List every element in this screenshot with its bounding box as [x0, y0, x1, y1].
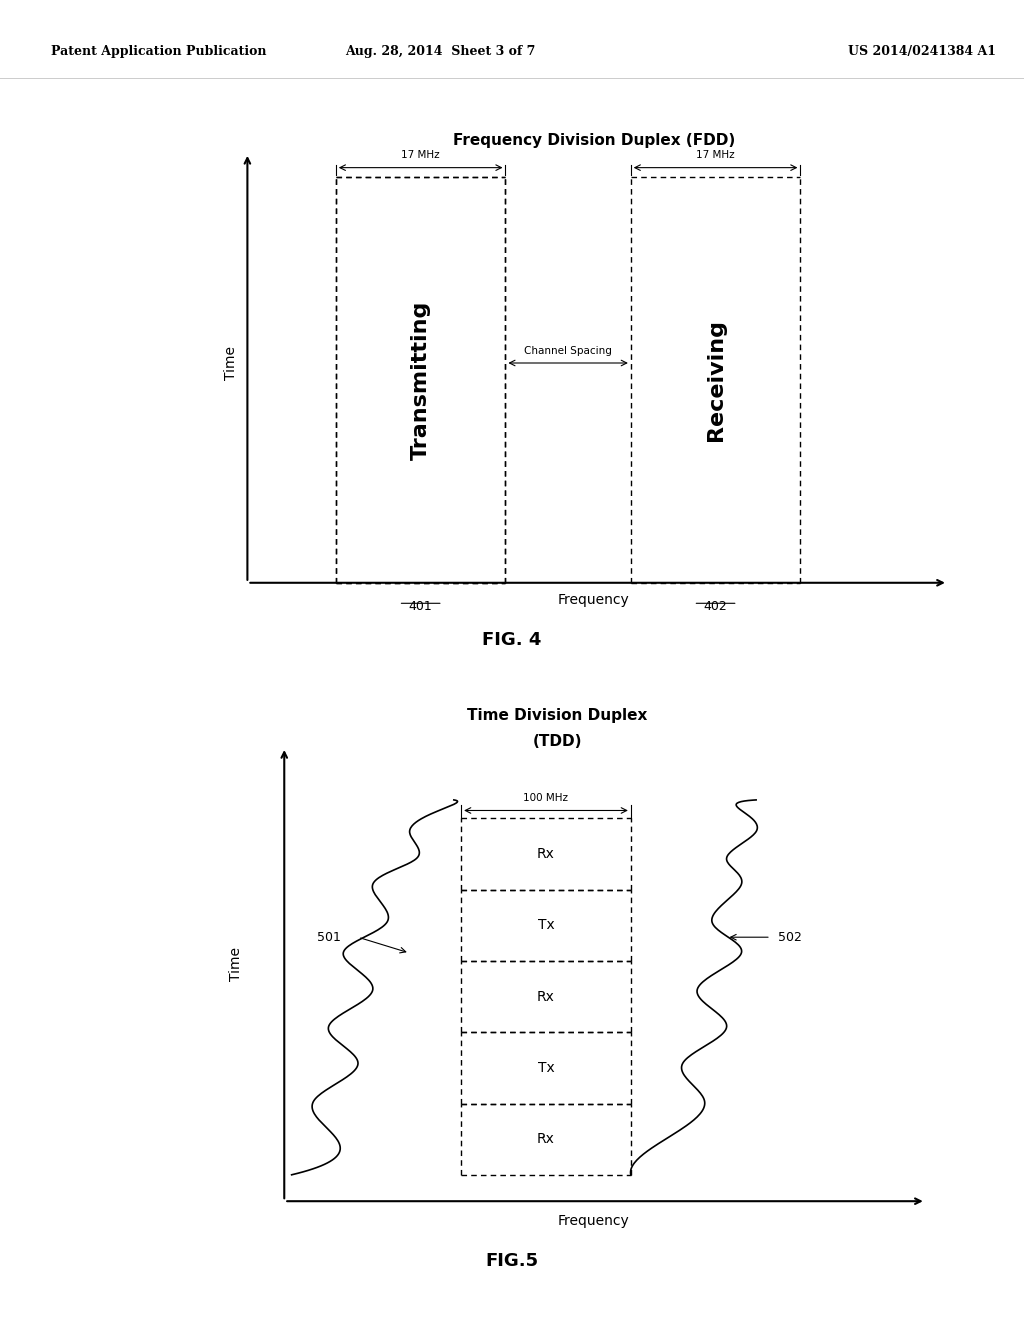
- Text: Receiving: Receiving: [706, 319, 726, 441]
- Text: Frequency: Frequency: [558, 593, 630, 607]
- Text: Time Division Duplex: Time Division Duplex: [467, 708, 647, 722]
- Text: Aug. 28, 2014  Sheet 3 of 7: Aug. 28, 2014 Sheet 3 of 7: [345, 45, 536, 58]
- Text: Tx: Tx: [538, 1061, 554, 1074]
- Text: US 2014/0241384 A1: US 2014/0241384 A1: [848, 45, 995, 58]
- Text: Rx: Rx: [537, 1133, 555, 1146]
- Text: Channel Spacing: Channel Spacing: [524, 346, 612, 355]
- Text: Transmitting: Transmitting: [411, 301, 431, 459]
- Text: Patent Application Publication: Patent Application Publication: [51, 45, 266, 58]
- Text: 502: 502: [778, 931, 802, 944]
- Text: Rx: Rx: [537, 847, 555, 861]
- Text: FIG.5: FIG.5: [485, 1251, 539, 1270]
- Text: 17 MHz: 17 MHz: [696, 150, 735, 160]
- Text: FIG. 4: FIG. 4: [482, 631, 542, 649]
- Text: Tx: Tx: [538, 919, 554, 932]
- Text: Frequency: Frequency: [558, 1213, 630, 1228]
- Text: Frequency Division Duplex (FDD): Frequency Division Duplex (FDD): [453, 133, 735, 148]
- Text: Time: Time: [224, 346, 239, 380]
- Text: 100 MHz: 100 MHz: [523, 792, 568, 803]
- Text: Rx: Rx: [537, 990, 555, 1003]
- Text: 401: 401: [409, 599, 432, 612]
- Text: 17 MHz: 17 MHz: [401, 150, 440, 160]
- Text: Time: Time: [229, 946, 244, 981]
- Text: 402: 402: [703, 599, 727, 612]
- Text: 501: 501: [316, 931, 340, 944]
- Text: (TDD): (TDD): [532, 734, 582, 748]
